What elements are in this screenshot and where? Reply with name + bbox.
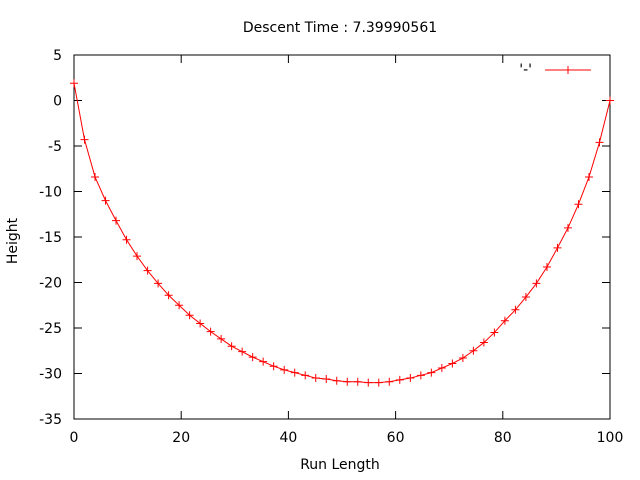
data-point — [259, 357, 268, 366]
series-layer — [70, 79, 614, 387]
data-point — [364, 378, 373, 387]
series-line — [73, 83, 611, 384]
data-point — [532, 279, 541, 288]
data-point — [164, 291, 173, 300]
data-point — [458, 354, 467, 363]
data-point — [563, 223, 572, 232]
x-tick-label: 20 — [172, 430, 190, 446]
data-point — [311, 374, 320, 383]
y-tick-label: -20 — [39, 276, 62, 292]
legend-label: '-' — [519, 62, 532, 78]
legend: '-' — [519, 62, 591, 78]
data-point — [227, 342, 236, 351]
data-point — [553, 243, 562, 252]
x-tick-label: 40 — [279, 430, 297, 446]
data-point — [290, 368, 299, 377]
data-point — [427, 368, 436, 377]
data-point — [490, 328, 499, 337]
data-point — [196, 319, 205, 328]
data-point — [542, 263, 551, 272]
data-point — [206, 327, 215, 336]
y-tick-label: 5 — [53, 48, 62, 64]
data-point — [322, 374, 331, 383]
plot-frame — [73, 54, 611, 420]
chart-title: Descent Time : 7.39990561 — [243, 20, 437, 36]
data-point — [133, 252, 142, 261]
data-point — [332, 376, 341, 385]
x-tick-label: 100 — [597, 430, 624, 446]
y-tick-label: -30 — [39, 367, 62, 383]
data-point — [248, 353, 257, 362]
data-point — [217, 334, 226, 343]
x-axis-label: Run Length — [300, 457, 380, 473]
data-point — [584, 172, 593, 181]
data-point — [469, 346, 478, 355]
data-point — [500, 316, 509, 325]
y-tick-label: 0 — [53, 94, 62, 110]
data-point — [91, 172, 100, 181]
data-point — [374, 378, 383, 387]
data-point — [385, 377, 394, 386]
data-point — [154, 279, 163, 288]
data-point — [112, 216, 121, 225]
data-point — [595, 138, 604, 147]
legend-marker — [564, 66, 572, 74]
data-point — [343, 377, 352, 386]
data-point — [448, 359, 457, 368]
data-point — [437, 364, 446, 373]
y-axis-label: Height — [5, 217, 21, 264]
x-tick-label: 60 — [387, 430, 405, 446]
data-point — [406, 374, 415, 383]
data-point — [143, 266, 152, 275]
data-point — [175, 301, 184, 310]
data-point — [301, 371, 310, 380]
data-point — [101, 196, 110, 205]
x-tick-label: 0 — [70, 430, 79, 446]
data-point — [80, 135, 89, 144]
data-point — [395, 375, 404, 384]
axes: 0 20 40 60 80 100 5 0 -5 -10 -15 -20 -25 -30 -35 — [39, 48, 623, 446]
data-point — [606, 96, 614, 105]
data-point — [574, 200, 583, 209]
y-tick-label: -25 — [39, 321, 62, 337]
y-tick-label: -15 — [39, 230, 62, 246]
data-point — [122, 235, 131, 244]
data-point — [479, 338, 488, 347]
x-tick-label: 80 — [494, 430, 512, 446]
data-point — [511, 305, 520, 314]
data-point — [416, 371, 425, 380]
data-point — [521, 293, 530, 302]
y-tick-label: -5 — [48, 139, 62, 155]
data-point — [269, 362, 278, 371]
y-tick-label: -35 — [39, 412, 62, 428]
data-point — [353, 377, 362, 386]
y-tick-label: -10 — [39, 185, 62, 201]
data-point — [238, 347, 247, 356]
data-point — [280, 365, 289, 374]
data-point — [70, 79, 78, 88]
data-point — [185, 311, 194, 320]
